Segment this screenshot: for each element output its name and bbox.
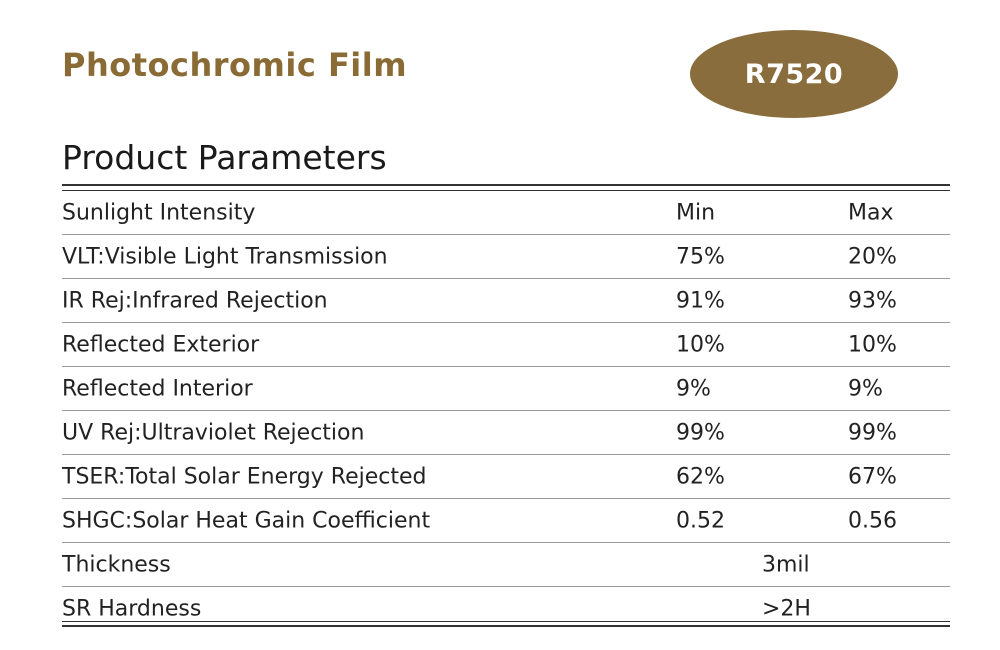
table-row: SR Hardness >2H — [62, 587, 950, 630]
table-row: TSER:Total Solar Energy Rejected 62% 67% — [62, 455, 950, 499]
model-badge-label: R7520 — [744, 58, 844, 90]
table-row: Thickness 3mil — [62, 543, 950, 587]
row-label: Thickness — [62, 552, 171, 577]
min-value: 99% — [676, 420, 725, 445]
min-value: 0.52 — [676, 508, 725, 533]
section-title: Product Parameters — [62, 138, 387, 177]
max-value: 0.56 — [848, 508, 897, 533]
max-value: 9% — [848, 376, 883, 401]
table-bottom-rule — [62, 625, 950, 627]
table-row: UV Rej:Ultraviolet Rejection 99% 99% — [62, 411, 950, 455]
min-column-header: Min — [676, 200, 716, 225]
min-value: 62% — [676, 464, 725, 489]
min-value: 91% — [676, 288, 725, 313]
row-label: UV Rej:Ultraviolet Rejection — [62, 420, 365, 445]
span-value: 3mil — [762, 552, 810, 577]
table-row: SHGC:Solar Heat Gain Coefficient 0.52 0.… — [62, 499, 950, 543]
table-row: Reflected Interior 9% 9% — [62, 367, 950, 411]
model-badge: R7520 — [690, 30, 898, 118]
max-value: 20% — [848, 244, 897, 269]
table-top-rule-thin — [62, 190, 950, 191]
row-label: Reflected Exterior — [62, 332, 260, 357]
span-value: >2H — [762, 596, 811, 621]
table-bottom-rule-thin — [62, 621, 950, 622]
table-row: Reflected Exterior 10% 10% — [62, 323, 950, 367]
max-value: 10% — [848, 332, 897, 357]
table-row: VLT:Visible Light Transmission 75% 20% — [62, 235, 950, 279]
row-label: Reflected Interior — [62, 376, 253, 401]
table-header-row: Sunlight Intensity Min Max — [62, 191, 950, 235]
row-label: SR Hardness — [62, 596, 202, 621]
max-value: 99% — [848, 420, 897, 445]
parameters-table: Sunlight Intensity Min Max VLT:Visible L… — [62, 191, 950, 630]
max-value: 67% — [848, 464, 897, 489]
max-value: 93% — [848, 288, 897, 313]
max-column-header: Max — [848, 200, 894, 225]
min-value: 9% — [676, 376, 711, 401]
table-top-rule — [62, 184, 950, 186]
row-label: TSER:Total Solar Energy Rejected — [62, 464, 427, 489]
row-label: SHGC:Solar Heat Gain Coefficient — [62, 508, 431, 533]
min-value: 75% — [676, 244, 725, 269]
row-label: IR Rej:Infrared Rejection — [62, 288, 328, 313]
table-row: IR Rej:Infrared Rejection 91% 93% — [62, 279, 950, 323]
row-label: Sunlight Intensity — [62, 200, 256, 225]
product-title: Photochromic Film — [62, 46, 408, 84]
row-label: VLT:Visible Light Transmission — [62, 244, 388, 269]
min-value: 10% — [676, 332, 725, 357]
